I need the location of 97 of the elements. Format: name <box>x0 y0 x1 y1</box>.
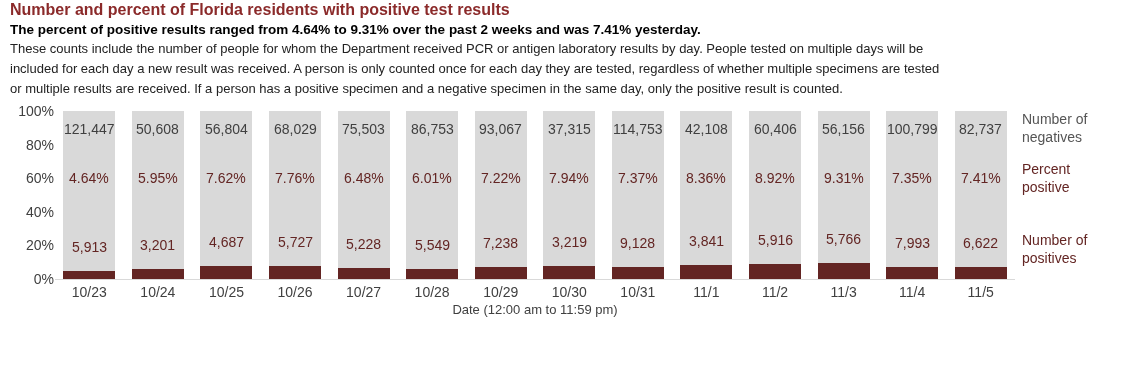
x-tick-label: 10/27 <box>346 283 382 300</box>
chart-title: Number and percent of Florida residents with positive test results <box>10 0 511 20</box>
annotation: 6.48% <box>344 170 384 186</box>
bar <box>886 111 939 267</box>
bar <box>200 266 253 279</box>
annotation: 82,737 <box>959 121 1003 137</box>
bar <box>200 111 253 267</box>
bar <box>954 111 1007 267</box>
annotation: 5.95% <box>138 170 178 186</box>
x-axis-title: Date (12:00 am to 11:59 pm) <box>452 302 618 318</box>
annotation: 50,608 <box>136 121 180 137</box>
annotation: 3,841 <box>689 233 725 249</box>
bar <box>954 266 1007 279</box>
x-tick-label: 10/31 <box>620 283 656 300</box>
x-tick-label: 10/25 <box>208 283 245 300</box>
bar <box>543 265 596 279</box>
bar <box>611 266 664 279</box>
annotation: 5,727 <box>278 234 314 250</box>
annotation: 8.36% <box>686 170 726 186</box>
annotation: 9,128 <box>620 235 656 251</box>
annotation: 3,201 <box>140 237 176 253</box>
annotation: 7.22% <box>481 170 521 186</box>
chart-subtitle: The percent of positive results ranged from 4.64% to 9.31% over the past 2 weeks and was 7.41% yesterday. <box>10 21 702 39</box>
annotation: 42,108 <box>685 121 729 137</box>
text: Percent positive <box>1022 161 1071 196</box>
bar <box>268 111 322 266</box>
bar <box>748 264 802 279</box>
bar <box>63 271 116 279</box>
annotation: 121,447 <box>64 121 115 137</box>
annotation: 9.31% <box>824 170 864 186</box>
annotation: 5,916 <box>758 232 794 248</box>
annotation: 4,687 <box>209 234 245 250</box>
bar <box>337 268 390 279</box>
bar <box>131 269 184 279</box>
annotation: 7,238 <box>483 235 519 251</box>
bar <box>131 111 184 269</box>
annotation: 93,067 <box>479 121 523 137</box>
annotation: 100,799 <box>887 121 938 137</box>
annotation: 6.01% <box>412 170 452 186</box>
y-tick-label: 20% <box>25 237 54 254</box>
annotation: 5,228 <box>346 236 382 252</box>
annotation: 86,753 <box>411 121 455 137</box>
annotation: 7.37% <box>618 170 658 186</box>
x-tick-label: 11/3 <box>830 283 857 300</box>
y-tick-label: 80% <box>25 136 54 153</box>
x-tick-label: 10/26 <box>277 283 313 300</box>
bar <box>817 263 870 279</box>
x-tick-label: 10/24 <box>140 283 176 300</box>
annotation: 7.94% <box>549 170 589 186</box>
x-tick-label: 11/4 <box>899 283 926 300</box>
x-tick-label: 10/29 <box>483 283 519 300</box>
annotation: 68,029 <box>274 121 318 137</box>
annotation: 6,622 <box>963 235 999 251</box>
x-tick-label: 10/23 <box>71 283 108 300</box>
annotation: 7.35% <box>892 170 932 186</box>
bar <box>886 266 939 279</box>
bar <box>406 111 459 269</box>
annotation: 7,993 <box>895 235 931 251</box>
annotation: 4.64% <box>69 170 109 186</box>
annotation: 7.62% <box>206 170 246 186</box>
annotation: 3,219 <box>552 234 588 250</box>
annotation: 56,804 <box>205 121 249 137</box>
x-tick-label: 11/2 <box>761 283 789 300</box>
y-tick-label: 40% <box>25 203 54 220</box>
annotation: 5,913 <box>72 239 108 255</box>
bar <box>817 111 870 264</box>
series-label: Number of positives <box>1022 232 1088 267</box>
bar <box>611 111 664 267</box>
text: These counts include the number of people for whom the Department received PCR or antigen laboratory results by day. People tested on multiple days will be included for each day a new result was received. A person is only counted once for each day they are tested, regardless of whether multiple specimens are tested or multiple results are received. If a person has a positive specimen and a negative specimen in the same day, only the positive result is counted. <box>10 40 941 98</box>
y-tick-label: 100% <box>18 102 54 119</box>
x-tick-label: 11/5 <box>967 283 995 300</box>
annotation: 8.92% <box>755 170 795 186</box>
y-tick-label: 0% <box>33 270 54 287</box>
bar <box>748 111 802 265</box>
series-label: Number of negatives <box>1022 111 1088 146</box>
bar <box>474 266 527 279</box>
y-tick-label: 60% <box>25 170 54 187</box>
annotation: 37,315 <box>548 121 592 137</box>
bar <box>680 264 733 279</box>
annotation: 5,549 <box>415 237 451 253</box>
bar <box>268 265 322 279</box>
annotation: 7.41% <box>961 170 1001 186</box>
annotation: 56,156 <box>822 121 866 137</box>
bar <box>63 111 116 272</box>
annotation: 60,406 <box>754 121 798 137</box>
bar <box>337 111 390 269</box>
annotation: 5,766 <box>826 231 862 247</box>
bar <box>680 111 733 265</box>
bar <box>543 111 596 266</box>
bar <box>474 111 527 267</box>
annotation: 114,753 <box>613 121 663 137</box>
x-tick-label: 10/30 <box>551 283 588 300</box>
annotation: 75,503 <box>342 121 386 137</box>
annotation: 7.76% <box>275 170 315 186</box>
x-tick-label: 10/28 <box>414 283 450 300</box>
bar <box>406 268 459 279</box>
x-tick-label: 11/1 <box>693 283 720 300</box>
